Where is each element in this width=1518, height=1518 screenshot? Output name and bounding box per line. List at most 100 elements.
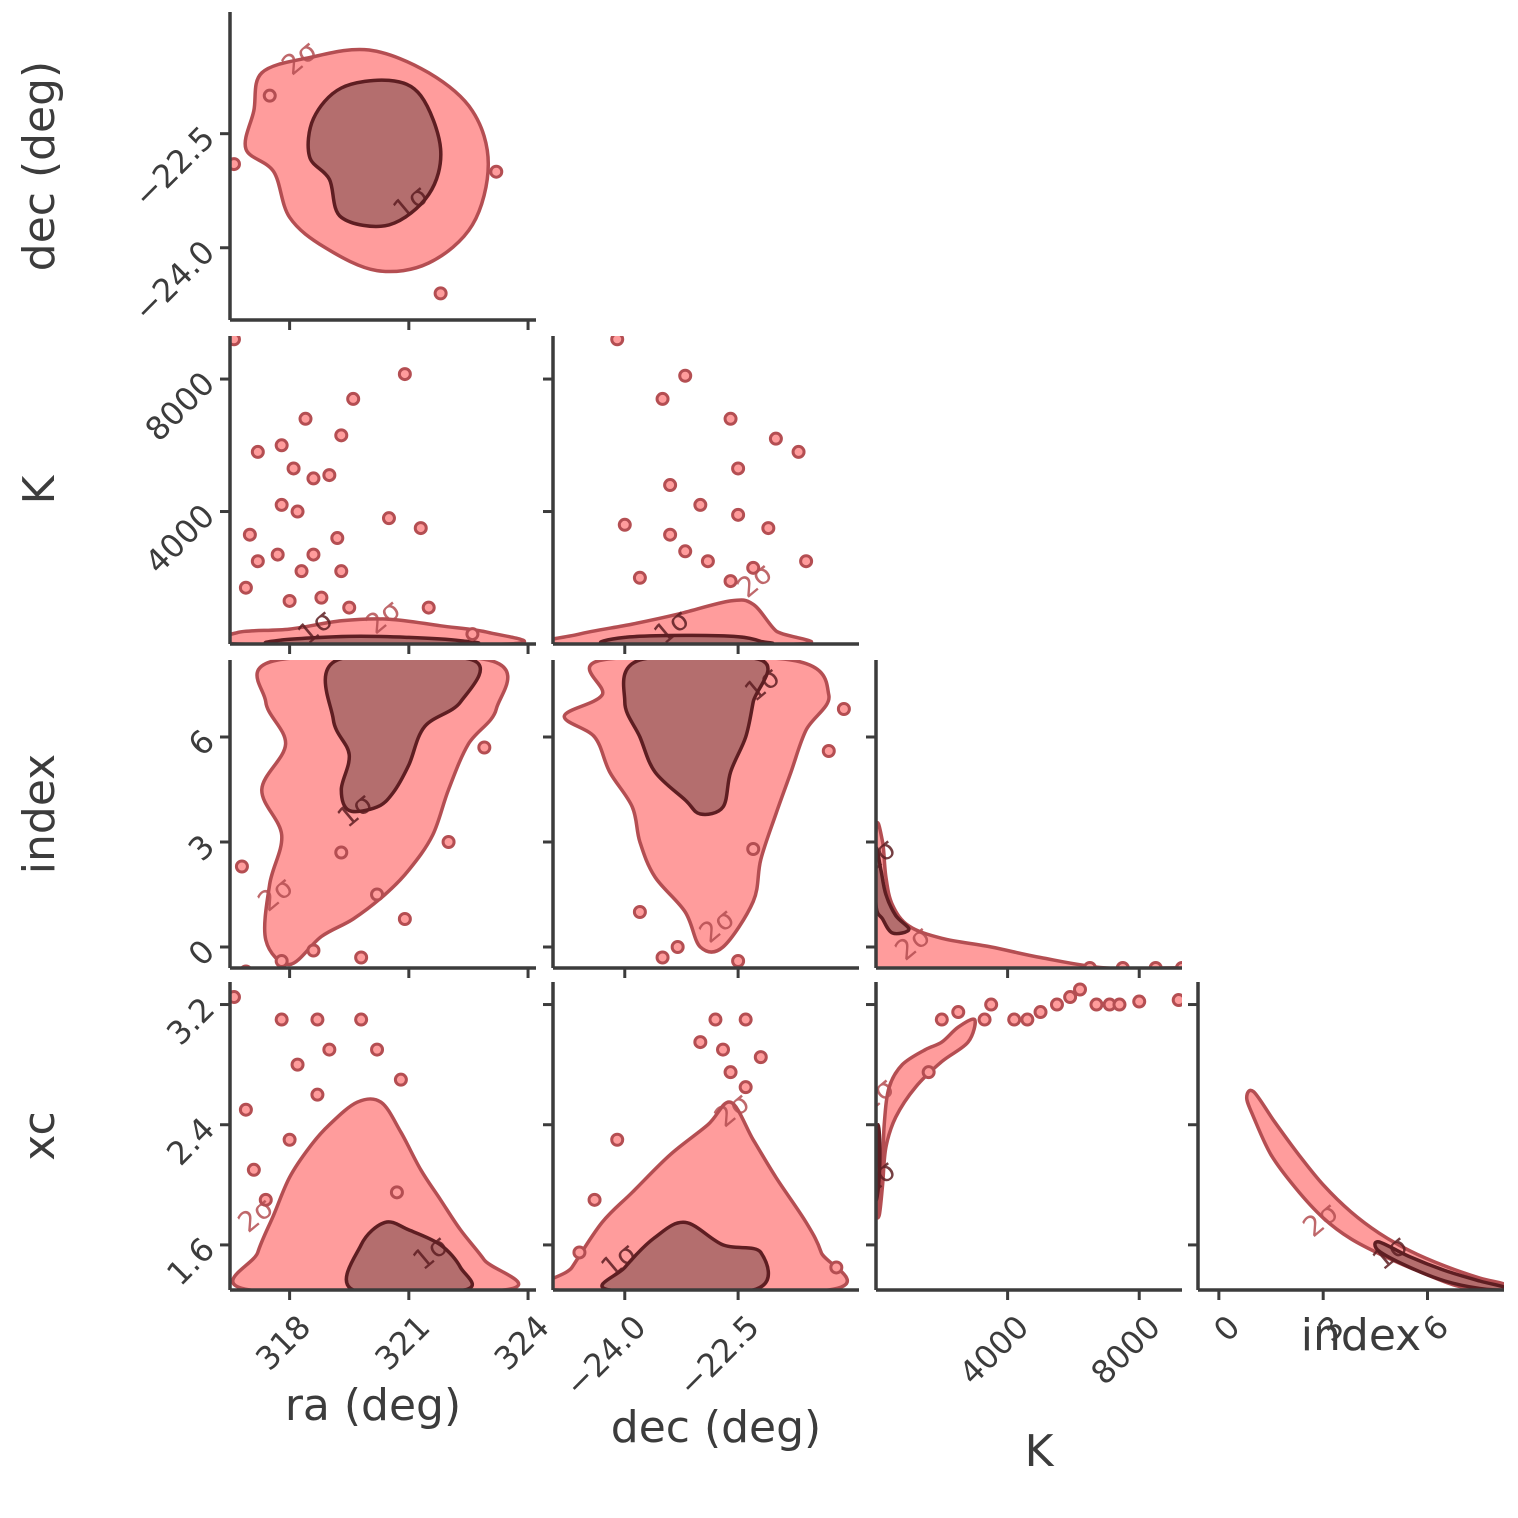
contour-island	[791, 444, 806, 459]
contour-island	[306, 943, 321, 958]
contour-island	[1007, 1012, 1022, 1027]
contour-island	[1132, 994, 1147, 1009]
contour-island	[477, 740, 492, 755]
contour-island	[306, 471, 321, 486]
contour-island	[298, 411, 313, 426]
y-axis-label-dec: dec (deg)	[14, 61, 65, 271]
contour-island	[632, 570, 647, 585]
contour-island	[610, 1132, 625, 1147]
contour-1sigma	[598, 633, 775, 644]
contour-1sigma	[600, 1220, 771, 1290]
contour-island	[663, 478, 678, 493]
y-tick-label: 0	[181, 932, 222, 973]
y-tick-label: 1.6	[159, 1230, 222, 1293]
contour-island	[1073, 982, 1087, 997]
contour-island	[821, 744, 836, 758]
contour-island	[1020, 1012, 1035, 1027]
contour-island	[465, 627, 480, 642]
contour-island	[274, 954, 289, 968]
contour-island	[238, 1102, 253, 1117]
contour-1sigma	[621, 660, 770, 817]
x-tick-label: 324	[487, 1308, 557, 1378]
contour-island	[421, 600, 436, 615]
contour-island	[310, 1012, 325, 1027]
contour-island	[587, 1192, 602, 1207]
contour-island	[1063, 990, 1078, 1005]
contour-island	[370, 1042, 385, 1057]
contour-island	[314, 590, 329, 605]
contour-island	[246, 1162, 261, 1177]
contour-island	[230, 336, 241, 347]
contour-island	[342, 600, 357, 615]
contour-2sigma	[876, 821, 1182, 968]
contour-island	[238, 580, 253, 595]
contour-island	[921, 1065, 936, 1080]
y-tick-label: 4000	[138, 497, 222, 581]
contour-island	[655, 391, 670, 406]
contour-island	[731, 461, 746, 476]
y-axis-label-xc: xc	[14, 1111, 65, 1160]
contour-island	[441, 835, 456, 849]
contour-island	[663, 527, 678, 542]
contour-1sigma	[306, 78, 443, 229]
contour-island	[723, 411, 738, 426]
x-tick-label: 4000	[952, 1308, 1036, 1392]
contour-label: 2σ	[730, 556, 778, 604]
contour-island	[413, 521, 428, 536]
contour-island	[354, 1012, 369, 1027]
y-axis-label-index: index	[14, 754, 65, 874]
contour-island	[693, 1035, 708, 1050]
contour-label: 1σ	[854, 832, 902, 880]
contour-island	[306, 547, 321, 562]
contour-island	[572, 1245, 587, 1260]
contour-island	[290, 1057, 305, 1072]
contour-island	[746, 560, 761, 575]
contour-island	[1089, 997, 1104, 1012]
contour-island	[262, 88, 277, 103]
contour-2sigma	[231, 1097, 521, 1290]
contour-island	[354, 950, 369, 965]
contour-island	[242, 527, 257, 542]
contour-2sigma	[1244, 1088, 1504, 1290]
contour-1sigma	[1373, 1240, 1504, 1290]
y-tick-label: 3	[181, 827, 222, 868]
contour-island	[381, 511, 396, 526]
x-axis-label-dec: dec (deg)	[611, 1402, 821, 1453]
contour-island	[250, 554, 265, 569]
contour-island	[310, 1087, 325, 1102]
contour-island	[397, 912, 412, 926]
contour-island	[829, 1260, 844, 1275]
contour-island	[1049, 997, 1064, 1012]
y-tick-label: 6	[181, 722, 222, 763]
contour-island	[334, 845, 349, 860]
contour-island	[951, 1005, 966, 1020]
contour-island	[346, 391, 361, 406]
contour-island	[617, 517, 632, 532]
contour-island	[612, 970, 623, 981]
contour-island	[274, 1012, 289, 1027]
contour-island	[610, 336, 625, 347]
contour-island	[768, 431, 783, 446]
contour-1sigma	[344, 1220, 474, 1290]
contour-label: 1σ	[854, 1153, 902, 1201]
contour-island	[670, 940, 685, 954]
x-tick-label: 0	[1206, 1308, 1247, 1349]
contour-island	[753, 1050, 768, 1065]
contour-island	[230, 157, 241, 172]
contour-island	[731, 954, 746, 968]
contour-island	[370, 887, 385, 902]
contour-island	[934, 1012, 949, 1027]
contour-island	[433, 286, 448, 301]
y-tick-label: 2.4	[159, 1110, 222, 1173]
contour-island	[389, 1185, 404, 1200]
contour-2sigma	[553, 1100, 849, 1290]
